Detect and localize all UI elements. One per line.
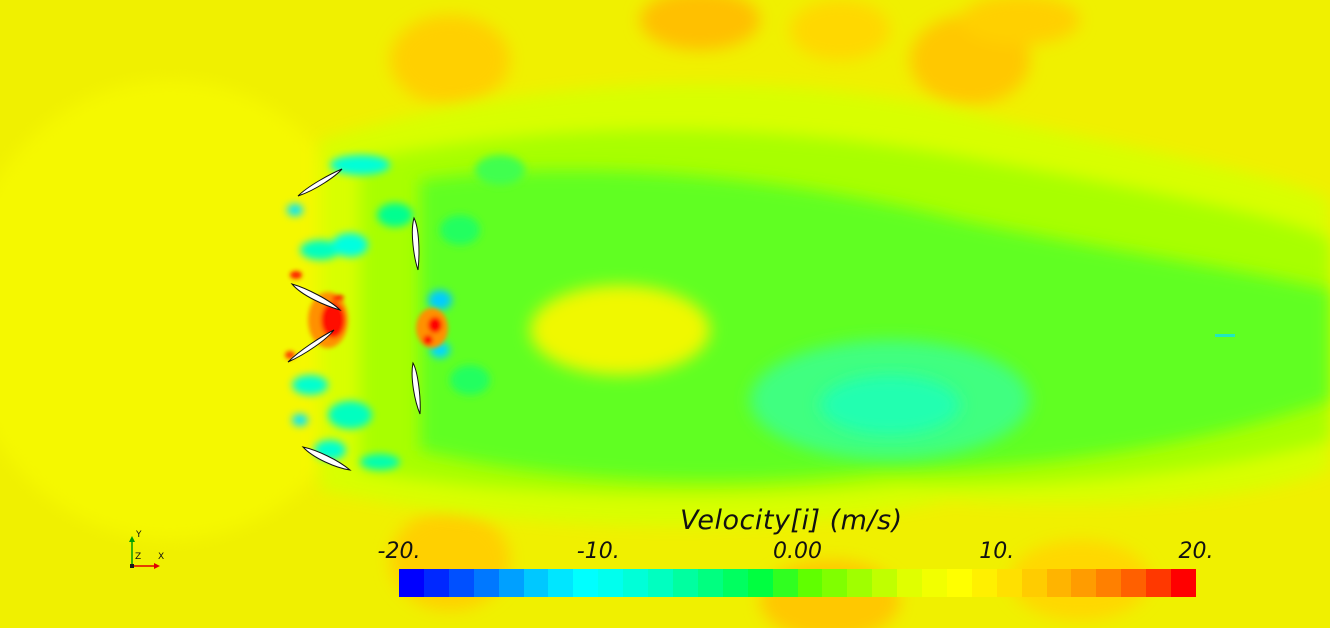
colorbar-swatch [996,569,1022,597]
legend-tick-label: -20. [377,539,421,564]
colorbar-swatch [1096,569,1122,597]
colorbar-swatch [598,569,624,597]
colorbar-swatch [772,569,798,597]
legend-tick-label: 10. [979,539,1015,564]
colorbar-swatch [797,569,823,597]
colorbar [399,569,1196,597]
colorbar-swatch [971,569,997,597]
colorbar-swatch [697,569,723,597]
colorbar-swatch [473,569,499,597]
legend-tick-label: -10. [576,539,620,564]
blade-1 [297,168,343,197]
triad-x-label: X [158,552,164,562]
blade-4 [287,329,335,363]
colorbar-swatch [399,569,424,597]
colorbar-swatch [523,569,549,597]
turbine-blades [287,168,421,471]
axis-triad: Y Z X [129,530,164,569]
blade-5 [411,361,421,415]
colorbar-swatch [897,569,923,597]
triad-y-label: Y [135,530,142,540]
triad-z-label: Z [135,552,141,562]
colorbar-swatch [1021,569,1047,597]
colorbar-swatch [548,569,574,597]
high-velocity-spots [285,271,448,359]
colorbar-swatch [623,569,649,597]
colorbar-swatch [722,569,748,597]
colorbar-swatch [1046,569,1072,597]
blade-6 [301,446,352,471]
legend-tick-label: 20. [1178,539,1214,564]
orange-pockets-top [390,0,1080,105]
outlet-probe-mark [1215,334,1235,337]
colorbar-swatch [847,569,873,597]
blade-2 [411,216,420,271]
colorbar-swatch [648,569,673,597]
colorbar-swatch [872,569,898,597]
colorbar-swatch [1171,569,1196,597]
colorbar-swatch [922,569,947,597]
colorbar-swatch [822,569,848,597]
colorbar-swatch [573,569,599,597]
legend-tick-label: 0.00 [773,539,822,564]
colorbar-swatch [498,569,524,597]
colorbar-swatch [672,569,698,597]
rotor-turbulence [287,155,525,470]
colorbar-swatch [1071,569,1097,597]
colorbar-swatch [1121,569,1147,597]
legend-title: Velocity[i] (m/s) [680,505,903,536]
colorbar-swatch [423,569,449,597]
blade-3 [290,283,342,312]
colorbar-swatch [747,569,773,597]
colorbar-swatch [946,569,972,597]
colorbar-swatch [448,569,474,597]
colorbar-swatch [1146,569,1172,597]
